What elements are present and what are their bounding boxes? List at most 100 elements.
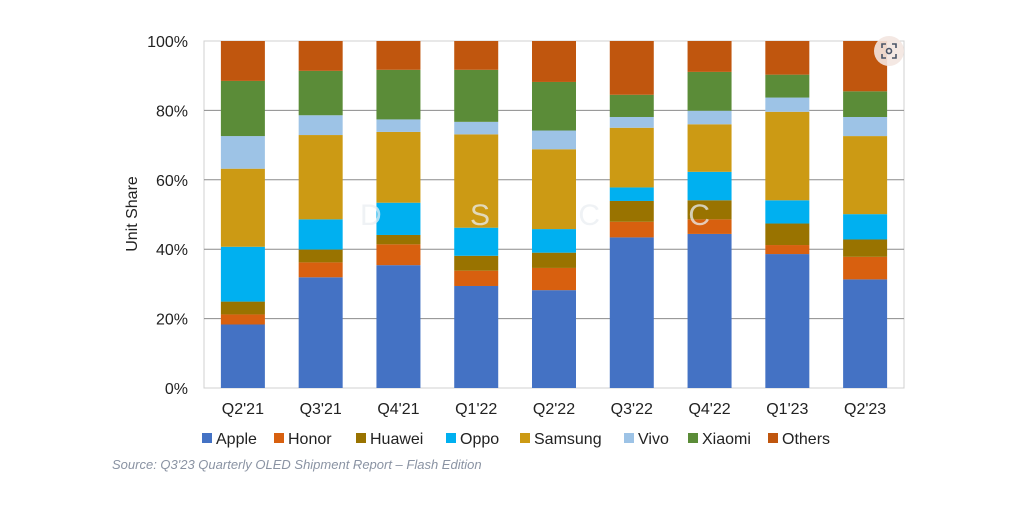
y-tick-label: 40% — [156, 242, 188, 259]
legend-item-huawei: Huawei — [356, 431, 423, 448]
x-tick-label: Q2'21 — [222, 401, 264, 418]
bar-segment-honor — [298, 262, 343, 278]
bar-segment-others — [765, 41, 810, 75]
bar-segment-vivo — [532, 130, 576, 150]
x-tick-label: Q4'21 — [377, 401, 419, 418]
bar-segment-huawei — [454, 255, 499, 271]
bar-segment-xiaomi — [687, 71, 732, 111]
bar-segment-oppo — [687, 171, 732, 201]
legend-swatch — [688, 433, 698, 443]
bar-segment-honor — [765, 245, 810, 255]
bar-segment-others — [609, 41, 654, 95]
bar-segment-vivo — [376, 119, 421, 132]
x-tick-label: Q2'22 — [533, 401, 575, 418]
legend-swatch — [768, 433, 778, 443]
legend: Apple Honor Huawei Oppo Samsung Vivo Xiaomi Oth… — [202, 431, 830, 448]
legend-item-samsung: Samsung — [520, 431, 602, 448]
bar-segment-oppo — [843, 214, 888, 240]
bar-segment-apple — [376, 265, 421, 388]
bar-segment-others — [220, 41, 265, 81]
legend-label: Others — [782, 431, 830, 448]
bar-segment-apple — [532, 290, 576, 388]
bar-segment-oppo — [220, 246, 265, 302]
x-tick-label: Q2'23 — [844, 401, 886, 418]
bar-segment-samsung — [532, 149, 576, 230]
bar-segment-huawei — [687, 200, 732, 220]
y-tick-label: 20% — [156, 312, 188, 329]
bar-segment-huawei — [298, 249, 343, 263]
bar-segment-vivo — [765, 97, 810, 112]
bar-segment-samsung — [843, 136, 888, 215]
legend-item-vivo: Vivo — [624, 431, 669, 448]
bar-segment-honor — [376, 244, 421, 266]
bar-segment-honor — [220, 314, 265, 325]
legend-swatch — [274, 433, 284, 443]
bar-segment-honor — [532, 267, 576, 291]
bar-segment-huawei — [376, 234, 421, 245]
bar-segment-apple — [843, 279, 888, 388]
bar-segment-huawei — [765, 223, 810, 246]
bar-segment-apple — [298, 277, 343, 388]
bar-segment-xiaomi — [532, 81, 576, 131]
legend-item-oppo: Oppo — [446, 431, 499, 448]
bar-segment-others — [532, 41, 576, 82]
legend-label: Xiaomi — [702, 431, 751, 448]
legend-label: Honor — [288, 431, 332, 448]
legend-swatch — [624, 433, 634, 443]
bar-segment-others — [298, 41, 343, 71]
y-axis-ticks: 0% 20% 40% 60% 80% 100% — [147, 34, 188, 398]
bar-segment-oppo — [765, 200, 810, 224]
bar-segment-huawei — [220, 301, 265, 315]
y-tick-label: 100% — [147, 34, 188, 51]
x-tick-label: Q1'23 — [766, 401, 808, 418]
legend-swatch — [356, 433, 366, 443]
bar-segment-xiaomi — [454, 69, 499, 122]
bar-segment-apple — [609, 237, 654, 388]
bar-segment-samsung — [376, 131, 421, 203]
y-tick-label: 60% — [156, 173, 188, 190]
bar-segment-others — [687, 41, 732, 72]
bar-segment-others — [376, 41, 421, 70]
bar-segment-vivo — [843, 116, 888, 137]
bar-segment-samsung — [220, 168, 265, 247]
bar-segment-vivo — [687, 110, 732, 125]
legend-swatch — [446, 433, 456, 443]
bar-segment-samsung — [298, 135, 343, 220]
bar-segment-vivo — [609, 116, 654, 128]
legend-item-apple: Apple — [202, 431, 257, 448]
legend-swatch — [520, 433, 530, 443]
bar-segment-vivo — [220, 136, 265, 169]
lens-scan-icon[interactable] — [874, 36, 904, 66]
legend-item-others: Others — [768, 431, 830, 448]
bar-segment-xiaomi — [765, 74, 810, 98]
bar-segment-samsung — [609, 127, 654, 188]
watermark: D S C C — [360, 199, 750, 232]
bar-segment-honor — [454, 270, 499, 286]
legend-label: Oppo — [460, 431, 499, 448]
bar-segment-oppo — [609, 187, 654, 201]
source-note: Source: Q3'23 Quarterly OLED Shipment Re… — [112, 457, 482, 472]
x-tick-label: Q4'22 — [688, 401, 730, 418]
bar-segment-xiaomi — [609, 94, 654, 117]
bar-segment-samsung — [687, 124, 732, 172]
bar-segment-apple — [454, 285, 499, 388]
x-axis-ticks: Q2'21 Q3'21 Q4'21 Q1'22 Q2'22 Q3'22 Q4'22 Q1'23… — [222, 401, 887, 418]
bar-segment-vivo — [298, 115, 343, 136]
bar-segment-others — [454, 41, 499, 70]
bar-segment-honor — [687, 219, 732, 234]
legend-label: Huawei — [370, 431, 423, 448]
legend-item-xiaomi: Xiaomi — [688, 431, 751, 448]
bar-segment-oppo — [532, 229, 576, 253]
bars — [220, 41, 888, 388]
x-tick-label: Q3'22 — [611, 401, 653, 418]
legend-label: Apple — [216, 431, 257, 448]
bar-segment-xiaomi — [843, 91, 888, 117]
x-tick-label: Q3'21 — [300, 401, 342, 418]
bar-segment-honor — [843, 256, 888, 280]
y-axis-label: Unit Share — [124, 176, 141, 252]
bar-segment-huawei — [843, 239, 888, 257]
bar-segment-honor — [609, 221, 654, 238]
bar-segment-samsung — [765, 111, 810, 201]
legend-label: Samsung — [534, 431, 602, 448]
